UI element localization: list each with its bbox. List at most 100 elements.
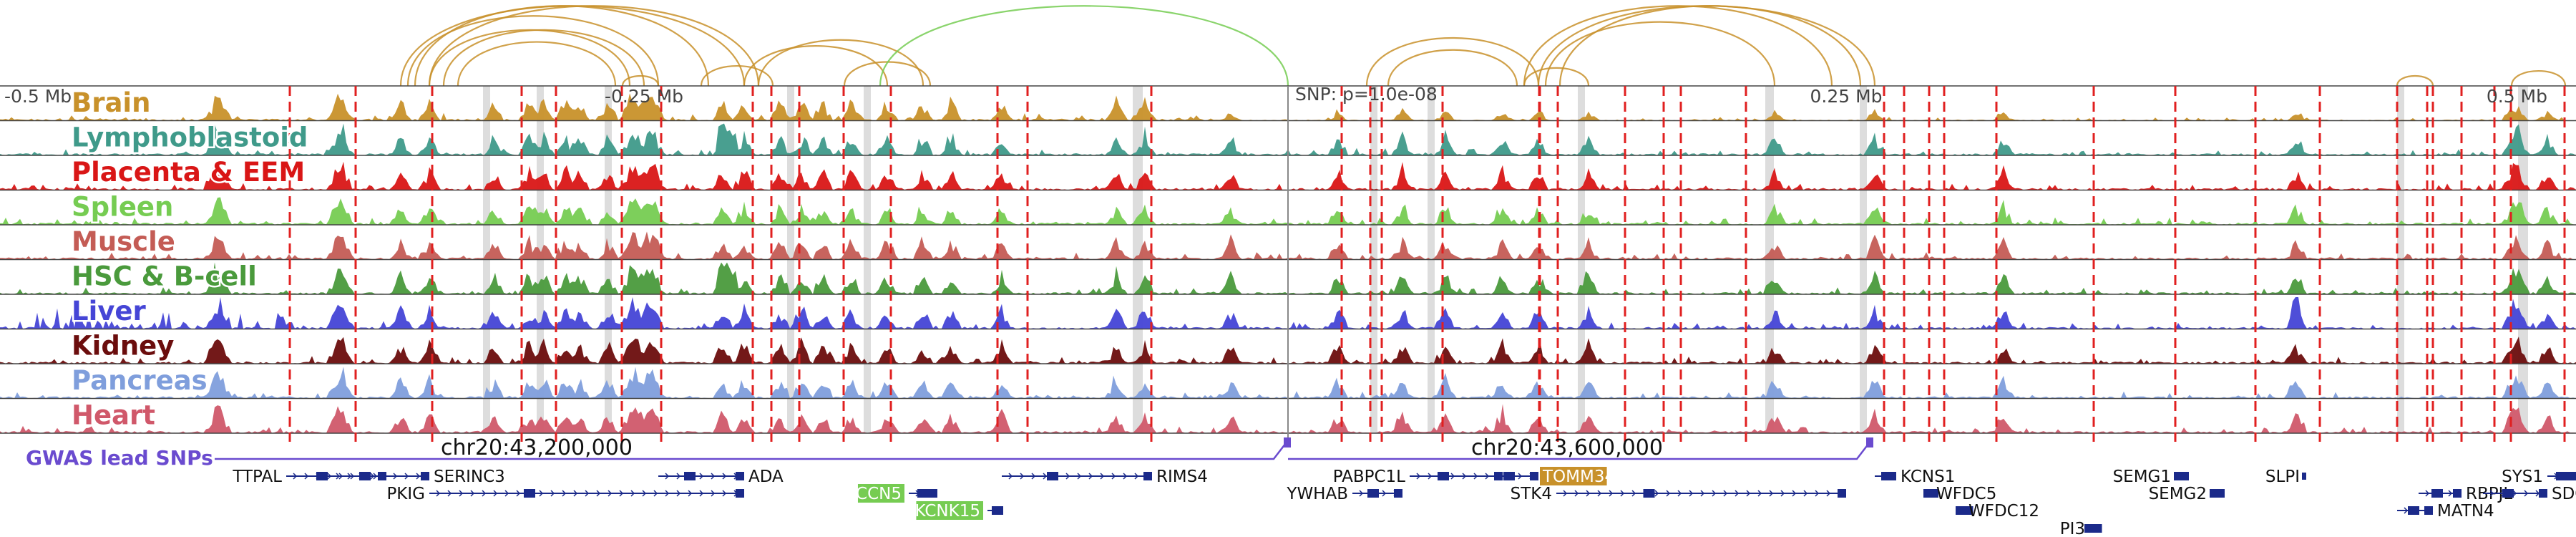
strand-arrow (699, 473, 704, 480)
strand-arrow (416, 473, 421, 480)
track-label: Muscle (72, 226, 175, 257)
strand-arrow (1654, 490, 1659, 497)
snp-label: SNP: p=1.0e-08 (1295, 84, 1438, 105)
gene-exon (1956, 506, 1964, 515)
gene-exon (1503, 472, 1515, 480)
gene-exon (684, 472, 696, 480)
gene-exon (917, 489, 929, 498)
gene-wfdc12: WFDC12 (1956, 502, 2039, 521)
strand-arrow (1723, 490, 1728, 497)
track-signal (0, 404, 2576, 433)
track-label: HSC & B-cell (72, 261, 257, 292)
gene-ada: ADA (658, 468, 784, 486)
strand-arrow (1666, 490, 1671, 497)
gene-highlight (857, 484, 904, 503)
gwas-connector (215, 440, 1289, 460)
strand-arrow (1815, 490, 1820, 497)
gene-label: STK4 (1511, 485, 1552, 503)
interaction-arc (1523, 5, 1833, 87)
interaction-arc (1558, 5, 1862, 87)
gene-wfdc5: WFDC5 (1923, 485, 1996, 503)
strand-arrow (642, 490, 647, 497)
interaction-arc (428, 29, 631, 87)
gwas-track: GWAS lead SNPs chr20:43,200,000 chr20:43,6… (26, 435, 1873, 470)
gene-exon (1961, 506, 1974, 515)
strand-arrow (585, 490, 590, 497)
strand-arrow (573, 490, 578, 497)
gene-exon (929, 489, 937, 498)
gene-label: WFDC5 (1936, 485, 1996, 503)
strand-arrow (2512, 490, 2517, 497)
strand-arrow (562, 490, 567, 497)
gene-pi3: PI3 (2060, 520, 2102, 537)
gene-rims4: RIMS4 (1002, 468, 1208, 486)
strand-arrow (630, 490, 635, 497)
strand-arrow (2489, 490, 2494, 497)
interaction-arc (1387, 49, 1518, 87)
interaction-arc (879, 5, 1289, 87)
gene-label: SEMG2 (2149, 485, 2207, 503)
strand-arrow (1134, 473, 1139, 480)
track-label: Heart (72, 400, 155, 431)
track-signal (0, 161, 2576, 190)
strand-arrow (1428, 473, 1433, 480)
gene-kcns1: KCNS1 (1875, 468, 1955, 486)
strand-arrow (653, 490, 658, 497)
track-signal (0, 93, 2576, 121)
strand-arrow (1123, 473, 1128, 480)
gene-exon (1643, 489, 1655, 498)
gene-exon (2424, 506, 2433, 515)
interaction-arc (406, 15, 660, 87)
gene-label: WFDC12 (1968, 502, 2039, 521)
strand-arrow (404, 473, 409, 480)
track-label: Spleen (72, 192, 173, 223)
gene-exon (316, 472, 328, 480)
track-label: Liver (72, 296, 146, 326)
strand-arrow (504, 490, 509, 497)
interaction-arc (1537, 5, 1876, 87)
gene-exon (1367, 489, 1379, 498)
strand-arrow (1495, 473, 1500, 480)
strand-arrow (381, 473, 386, 480)
gene-label: CCN5 (856, 485, 902, 503)
gene-exon (1143, 472, 1152, 480)
strand-arrow (1518, 473, 1523, 480)
strand-arrow (711, 473, 716, 480)
gene-label: MATN4 (2437, 502, 2494, 521)
strand-arrow (1031, 473, 1036, 480)
strand-arrow (1757, 490, 1762, 497)
strand-arrow (493, 490, 498, 497)
gene-exon (2302, 473, 2306, 480)
strand-arrow (2524, 490, 2529, 497)
axis-tick-label: 0.25 Mb (1810, 86, 1882, 107)
track-labels: Brain Lymphoblastoid Placenta & EEM SpleenM… (70, 86, 310, 433)
gene-pkig: PKIG (386, 485, 744, 503)
track-label: Placenta & EEM (72, 157, 305, 188)
gene-exon (1888, 472, 1896, 480)
position-axis: -0.5 Mb -0.25 Mb 0.25 Mb 0.5 Mb SNP: p=1.0e-… (4, 84, 2547, 440)
strand-arrow (619, 490, 624, 497)
strand-arrow (347, 473, 352, 480)
strand-arrow (1700, 490, 1705, 497)
strand-arrow (722, 490, 727, 497)
gene-tomm34: TOMM34 (1488, 467, 1615, 486)
gene-exon (2453, 489, 2462, 498)
strand-arrow (665, 473, 670, 480)
gene-ccn5: CCN5 (856, 484, 937, 503)
gene-label: PKIG (386, 485, 425, 503)
strand-arrow (1382, 490, 1387, 497)
gene-exon (2502, 489, 2514, 498)
gene-exon (993, 506, 1002, 515)
strand-arrow (459, 490, 464, 497)
track-signal (0, 197, 2576, 225)
gene-exon (2090, 524, 2102, 533)
gene-label: KCNS1 (1901, 468, 1955, 486)
strand-arrow (1462, 473, 1467, 480)
strand-arrow (1826, 490, 1831, 497)
gene-highlight (1540, 467, 1607, 485)
strand-arrow (688, 490, 693, 497)
gene-label: RIMS4 (1156, 468, 1208, 486)
strand-arrow (1450, 473, 1455, 480)
strand-arrow (676, 490, 681, 497)
strand-arrow (370, 473, 375, 480)
